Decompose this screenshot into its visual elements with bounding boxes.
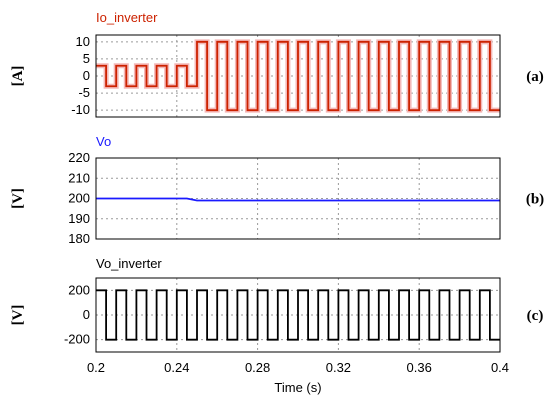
panel-3-frame	[95, 277, 501, 353]
panel-1-y-tick-label: -5	[78, 85, 90, 100]
panel-3-x-axis-label: Time (s)	[274, 380, 321, 395]
panel-2-y-axis-label: [V]	[10, 188, 26, 209]
panel-1-series-line-1	[96, 40, 500, 112]
panel-2-y-tick-label: 220	[68, 150, 90, 165]
panel-3-x-tick-label: 0.4	[491, 360, 509, 375]
panel-1-title: Io_inverter	[96, 10, 158, 25]
panel-3-series-line-1	[96, 289, 500, 341]
panel-3-x-tick-label: 0.24	[164, 360, 189, 375]
panel-2-y-tick-label: 200	[68, 191, 90, 206]
panel-2-y-tick-label: 180	[68, 231, 90, 246]
panel-1-frame	[95, 34, 501, 118]
panel-1-y-tick-label: 10	[76, 34, 90, 49]
panel-1-y-tick-label: 0	[83, 68, 90, 83]
panel-3-x-tick-label: 0.36	[407, 360, 432, 375]
panel-3-title: Vo_inverter	[96, 256, 162, 271]
panel-3-panel-label: (c)	[527, 308, 544, 324]
panel-2-panel-label: (b)	[526, 192, 544, 208]
panel-3-y-tick-label: -200	[64, 332, 90, 347]
panel-1-y-tick-label: -10	[71, 102, 90, 117]
panel-2-frame	[95, 157, 501, 240]
panel-2-series-line-1	[96, 197, 500, 202]
panel-2-y-tick-label: 190	[68, 211, 90, 226]
panel-2-title: Vo	[96, 134, 111, 149]
panel-3-y-tick-label: 0	[83, 307, 90, 322]
panel-3-x-tick-label: 0.32	[326, 360, 351, 375]
panel-1-y-axis-label: [A]	[10, 66, 26, 87]
panel-3-x-tick-label: 0.28	[245, 360, 270, 375]
panel-3-y-tick-label: 200	[68, 282, 90, 297]
panel-1-panel-label: (a)	[526, 69, 544, 85]
panel-3-y-axis-label: [V]	[10, 305, 26, 326]
panel-1-y-tick-label: 5	[83, 51, 90, 66]
panel-3-x-tick-label: 0.2	[87, 360, 105, 375]
panel-2-y-tick-label: 210	[68, 170, 90, 185]
